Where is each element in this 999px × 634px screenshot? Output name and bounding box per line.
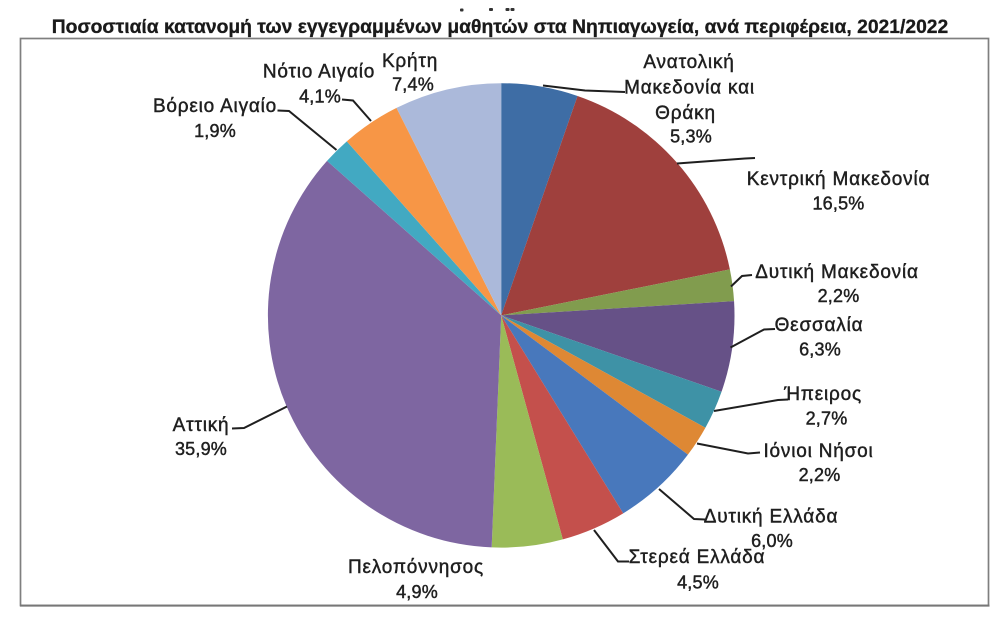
svg-text:Θράκη: Θράκη bbox=[655, 103, 716, 124]
svg-text:Πελοπόννησος: Πελοπόννησος bbox=[348, 557, 484, 578]
svg-text:Κρήτη: Κρήτη bbox=[382, 51, 438, 72]
svg-text:Κεντρική Μακεδονία: Κεντρική Μακεδονία bbox=[747, 169, 931, 190]
svg-text:4,9%: 4,9% bbox=[396, 582, 438, 602]
svg-text:2,7%: 2,7% bbox=[806, 409, 848, 429]
svg-text:Δυτική Ελλάδα: Δυτική Ελλάδα bbox=[704, 506, 838, 527]
svg-text:Ανατολική: Ανατολική bbox=[643, 52, 734, 73]
svg-text:6,3%: 6,3% bbox=[799, 340, 841, 360]
svg-text:7,4%: 7,4% bbox=[392, 75, 434, 95]
svg-text:2,2%: 2,2% bbox=[818, 286, 860, 306]
svg-text:16,5%: 16,5% bbox=[812, 194, 864, 214]
svg-text:Στερεά Ελλάδα: Στερεά Ελλάδα bbox=[629, 547, 766, 568]
svg-text:5,3%: 5,3% bbox=[670, 127, 712, 147]
svg-text:4,5%: 4,5% bbox=[677, 573, 719, 593]
svg-text:Ιόνιοι Νήσοι: Ιόνιοι Νήσοι bbox=[763, 441, 873, 462]
svg-text:Βόρειο Αιγαίο: Βόρειο Αιγαίο bbox=[153, 96, 277, 117]
svg-text:Δυτική Μακεδονία: Δυτική Μακεδονία bbox=[755, 262, 919, 283]
svg-text:1,9%: 1,9% bbox=[194, 121, 236, 141]
svg-text:Μακεδονία και: Μακεδονία και bbox=[624, 77, 755, 98]
svg-text:6,0%: 6,0% bbox=[751, 531, 793, 551]
svg-text:2,2%: 2,2% bbox=[799, 465, 841, 485]
svg-text:Ήπειρος: Ήπειρος bbox=[783, 384, 862, 405]
svg-text:4,1%: 4,1% bbox=[299, 87, 341, 107]
svg-text:Θεσσαλία: Θεσσαλία bbox=[775, 315, 864, 336]
svg-text:Αττική: Αττική bbox=[173, 415, 230, 436]
svg-text:35,9%: 35,9% bbox=[175, 439, 227, 459]
svg-text:Νότιο Αιγαίο: Νότιο Αιγαίο bbox=[263, 61, 375, 82]
svg-text:Ποσοστιαία κατανομή των εγγεγρ: Ποσοστιαία κατανομή των εγγεγραμμένων μα… bbox=[52, 17, 949, 38]
